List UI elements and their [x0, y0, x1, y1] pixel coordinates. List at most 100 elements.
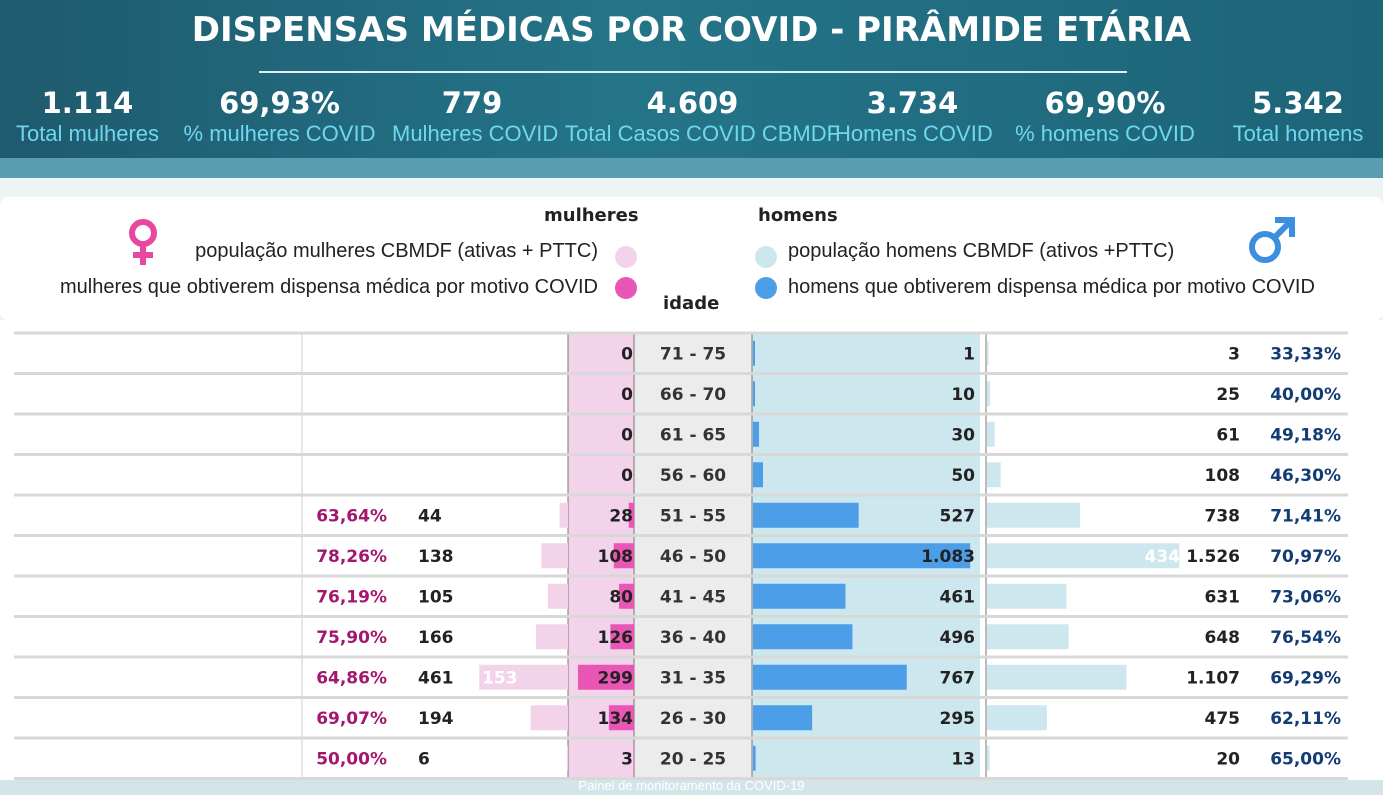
age-range-label: 51 - 55 — [660, 506, 726, 526]
men-covid-label: 527 — [940, 506, 976, 526]
women-pct-label: 76,19% — [316, 587, 387, 607]
footer-strip: Painel de monitoramento da COVID-19 — [0, 778, 1383, 795]
men-total-label: 3 — [1228, 344, 1240, 364]
title-divider — [259, 71, 1127, 73]
women-total-label: 138 — [418, 547, 454, 567]
header-banner: DISPENSAS MÉDICAS POR COVID - PIRÂMIDE E… — [0, 0, 1383, 178]
age-range-label: 66 - 70 — [660, 385, 726, 405]
men-total-label: 20 — [1216, 749, 1240, 769]
men-population-bar — [987, 421, 995, 447]
women-covid-label: 3 — [621, 749, 633, 769]
kpi-label: % mulheres COVID — [183, 121, 376, 146]
men-covid-label: 461 — [940, 587, 976, 607]
men-pct-label: 65,00% — [1270, 749, 1341, 769]
kpi-value: 69,93% — [219, 86, 340, 120]
men-pct-label: 73,06% — [1270, 587, 1341, 607]
kpi-homens-covid: 3.734 Homens COVID — [835, 86, 993, 148]
men-covid-bar — [753, 543, 971, 569]
women-covid-label: 134 — [598, 709, 634, 729]
page-title: DISPENSAS MÉDICAS POR COVID - PIRÂMIDE E… — [191, 10, 1192, 50]
women-covid-label: 80 — [609, 587, 633, 607]
women-population-bar — [566, 745, 568, 771]
women-covid-bar — [633, 745, 634, 771]
women-covid-label: 0 — [621, 344, 633, 364]
women-population-bar — [547, 583, 568, 609]
women-covid-label: 0 — [621, 425, 633, 445]
men-population-bar — [987, 381, 991, 407]
kpi-value: 1.114 — [41, 86, 134, 120]
kpi-value: 779 — [441, 86, 503, 120]
age-range-label: 41 - 45 — [660, 587, 726, 607]
men-covid-label: 767 — [940, 668, 976, 688]
women-total-label: 461 — [418, 668, 454, 688]
kpi-total-mulheres: 1.114 Total mulheres — [10, 86, 165, 148]
header-band — [0, 158, 1383, 178]
women-total-label: 6 — [418, 749, 430, 769]
women-covid-label: 0 — [621, 466, 633, 486]
legend-men-covid: homens que obtiverem dispensa médica por… — [788, 276, 1315, 298]
men-total-label: 631 — [1205, 587, 1241, 607]
women-covid-label: 299 — [598, 668, 634, 688]
men-total-label: 25 — [1216, 385, 1240, 405]
age-range-label: 46 - 50 — [660, 547, 726, 567]
women-population-bar — [536, 624, 568, 650]
men-pct-label: 70,97% — [1270, 547, 1341, 567]
men-total-label: 61 — [1216, 425, 1240, 445]
kpi-label: Total Casos COVID CBMDF — [565, 121, 841, 146]
kpi-value: 5.342 — [1252, 86, 1344, 120]
legend-swatch-women-population — [615, 246, 637, 268]
men-pct-label: 69,29% — [1270, 668, 1341, 688]
men-population-bar — [987, 745, 990, 771]
women-population-bar — [559, 502, 568, 528]
men-pct-label: 40,00% — [1270, 385, 1341, 405]
men-pct-label: 76,54% — [1270, 628, 1341, 648]
legend-swatch-men-covid — [755, 277, 777, 299]
men-population-bar — [987, 340, 989, 366]
kpi-pct-mulheres-covid: 69,93% % mulheres COVID — [182, 86, 377, 148]
age-range-label: 20 - 25 — [660, 749, 726, 769]
women-covid-label: 108 — [598, 547, 634, 567]
men-covid-label: 10 — [951, 385, 975, 405]
men-covid-bar — [753, 340, 755, 366]
age-range-label: 31 - 35 — [660, 668, 726, 688]
women-covid-label: 0 — [621, 385, 633, 405]
legend-women-population: população mulheres CBMDF (ativas + PTTC) — [195, 240, 598, 262]
women-covid-bar — [610, 624, 634, 650]
men-covid-bar — [753, 502, 859, 528]
women-pct-label: 75,90% — [316, 628, 387, 648]
kpi-label: Homens COVID — [835, 121, 993, 146]
men-pct-label: 62,11% — [1270, 709, 1341, 729]
women-pct-label: 50,00% — [316, 749, 387, 769]
men-total-label: 108 — [1205, 466, 1241, 486]
women-pct-label: 64,86% — [316, 668, 387, 688]
men-covid-label: 13 — [951, 749, 975, 769]
men-covid-bar — [753, 583, 846, 609]
women-covid-bar — [577, 664, 634, 690]
age-range-label: 61 - 65 — [660, 425, 726, 445]
legend-swatch-women-covid — [615, 277, 637, 299]
age-column-title: idade — [663, 293, 720, 314]
men-population-bar — [987, 583, 1067, 609]
men-covid-bar — [753, 745, 756, 771]
age-range-label: 36 - 40 — [660, 628, 726, 648]
kpi-label: Total mulheres — [15, 121, 160, 146]
age-pyramid-table: 0 71 - 75 1 3 33,33% 0 66 - 70 10 25 40,00% 0 61 - … — [0, 320, 1383, 780]
women-total-label: 194 — [418, 709, 454, 729]
kpi-total-casos: 4.609 Total Casos COVID CBMDF — [565, 86, 841, 148]
pyramid-chart: 0 71 - 75 1 3 33,33%0 66 - 70 10 25 40,00%0 61 - … — [14, 331, 1348, 780]
men-population-bar — [987, 462, 1001, 488]
kpi-label: Mulheres COVID — [392, 121, 559, 146]
men-covid-bar — [753, 664, 907, 690]
men-population-bar — [987, 543, 1180, 569]
men-population-bar — [987, 705, 1047, 731]
kpi-label: % homens COVID — [1015, 121, 1195, 146]
female-symbol-icon — [129, 219, 157, 265]
men-covid-bar — [753, 705, 813, 731]
legend-men-population: população homens CBMDF (ativos +PTTC) — [788, 240, 1175, 262]
men-covid-bar — [753, 462, 764, 488]
women-covid-bar — [628, 502, 634, 528]
men-covid-bar — [753, 624, 853, 650]
women-column-title: mulheres — [544, 205, 639, 226]
women-covid-label: 126 — [598, 628, 634, 648]
men-covid-label: 496 — [940, 628, 976, 648]
